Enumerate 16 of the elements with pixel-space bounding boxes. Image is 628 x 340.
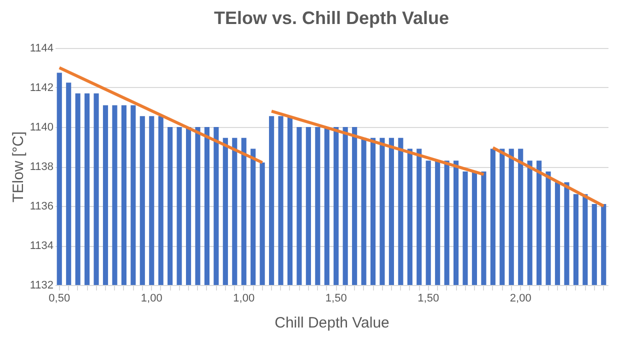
y-axis-title: TElow [°C]: [10, 131, 27, 203]
y-tick-label: 1142: [30, 82, 54, 94]
y-tick-label: 1138: [30, 161, 54, 173]
x-tick-label: 2,00: [510, 292, 532, 304]
x-tick-label: 1,50: [325, 292, 347, 304]
x-axis-title: Chill Depth Value: [274, 314, 390, 332]
x-tick-label: 1,00: [140, 292, 162, 304]
y-tick-label: 1140: [30, 122, 54, 134]
x-tick-label: 1,50: [418, 292, 440, 304]
y-tick-label: 1144: [30, 42, 54, 54]
y-tick-label: 1132: [30, 280, 54, 292]
x-tick-label: 0,50: [48, 292, 70, 304]
y-tick-label: 1136: [30, 200, 54, 212]
y-tick-label: 1134: [30, 240, 54, 252]
chart-title: TElow vs. Chill Depth Value: [214, 8, 450, 28]
x-tick-label: 1,00: [233, 292, 255, 304]
